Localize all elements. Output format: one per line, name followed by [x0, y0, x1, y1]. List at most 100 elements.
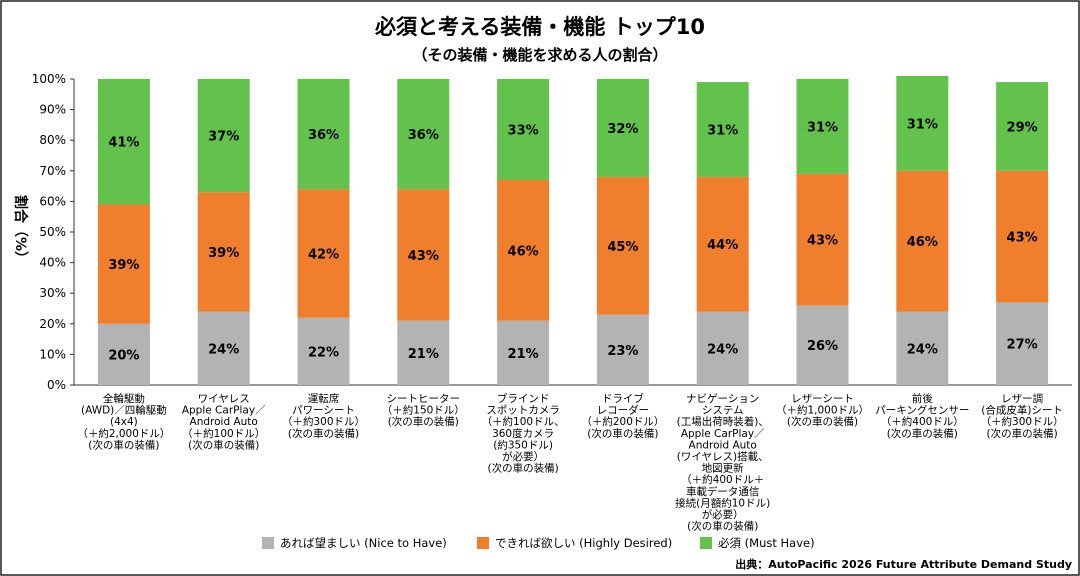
- x-tick-label: (次の車の装備): [487, 462, 558, 475]
- bar-segment-must-have: [996, 82, 1049, 171]
- x-tick-label: (AWD)／四輪駆動: [81, 404, 167, 417]
- x-tick-label: パーキングセンサー: [875, 404, 969, 417]
- data-label: 46%: [907, 235, 938, 250]
- bar-segment-must-have: [197, 79, 250, 193]
- bar-segment-highly-desired: [896, 170, 949, 312]
- legend-swatch: [262, 537, 274, 549]
- data-label: 24%: [208, 342, 239, 357]
- data-label: 24%: [707, 342, 738, 357]
- x-tick-label: (次の車の装備): [88, 438, 159, 451]
- y-tick-label: 10%: [39, 347, 66, 361]
- x-tick-label: Apple CarPlay／: [182, 405, 266, 417]
- x-tick-label: ドライブ: [602, 392, 644, 405]
- x-tick-label: (工場出荷時装着)、: [677, 415, 769, 428]
- x-tick-label: システム: [702, 405, 744, 417]
- bar-segment-nice-to-have: [796, 305, 849, 385]
- x-tick-label: 地図更新: [702, 462, 744, 475]
- x-tick-label: (次の車の装備): [687, 520, 758, 533]
- bar-segment-must-have: [696, 82, 749, 177]
- legend-label: 必須 (Must Have): [718, 536, 815, 550]
- x-tick-label: (ワイヤレス)搭載、: [677, 450, 769, 463]
- y-tick-label: 70%: [39, 164, 66, 178]
- bar-segment-must-have: [896, 75, 949, 171]
- data-label: 37%: [208, 130, 239, 145]
- data-label: 26%: [807, 339, 838, 354]
- bar-segment-highly-desired: [996, 170, 1049, 303]
- bar-segment-highly-desired: [397, 189, 450, 321]
- data-label: 33%: [508, 123, 539, 138]
- x-tick-label: 車載データ通信: [686, 485, 760, 498]
- bar-segment-must-have: [97, 79, 150, 205]
- bar-segment-highly-desired: [297, 189, 350, 318]
- bar-segment-nice-to-have: [397, 320, 450, 385]
- x-tick-label: (次の車の装備): [887, 427, 958, 440]
- x-tick-label: ワイヤレス: [198, 393, 250, 405]
- data-label: 23%: [607, 344, 638, 359]
- y-tick-label: 100%: [32, 72, 66, 86]
- x-tick-label: (次の車の装備): [388, 415, 459, 428]
- bar-segment-must-have: [397, 79, 450, 190]
- data-label: 29%: [1007, 120, 1038, 135]
- data-label: 22%: [308, 345, 339, 360]
- y-axis-label: 割合（%）: [12, 195, 29, 265]
- data-label: 39%: [108, 258, 139, 273]
- x-tick-label: レコーダー: [597, 404, 650, 417]
- x-tick-label: （＋約150ドル）: [382, 404, 465, 417]
- bar-segment-nice-to-have: [996, 302, 1049, 385]
- bar-segment-highly-desired: [497, 179, 550, 321]
- data-label: 43%: [1007, 231, 1038, 246]
- data-label: 36%: [408, 128, 439, 143]
- bar-segment-must-have: [796, 79, 849, 174]
- x-tick-label: 前後: [912, 392, 933, 405]
- x-tick-label: ナビゲーション: [686, 393, 759, 405]
- x-tick-label: Android Auto: [689, 439, 757, 451]
- bar-segment-must-have: [497, 79, 550, 180]
- bar-segment-nice-to-have: [896, 311, 949, 385]
- x-tick-label: (約350ドル): [493, 438, 553, 451]
- data-label: 39%: [208, 246, 239, 261]
- bar-segment-highly-desired: [197, 192, 250, 312]
- data-label: 45%: [607, 240, 638, 255]
- x-tick-label: 360度カメラ: [492, 427, 554, 440]
- data-label: 20%: [108, 348, 139, 363]
- y-tick-label: 20%: [39, 317, 66, 331]
- x-tick-label: Android Auto: [190, 416, 258, 428]
- data-label: 27%: [1007, 338, 1038, 353]
- bar-segment-highly-desired: [696, 176, 749, 312]
- x-tick-label: （＋約1,000ドル）: [776, 404, 869, 417]
- x-tick-label: （＋約100ドル）: [182, 427, 265, 440]
- y-tick-label: 40%: [39, 256, 66, 270]
- x-tick-label: が必要）: [502, 450, 544, 463]
- x-tick-label: Apple CarPlay／: [681, 428, 765, 440]
- legend-label: できれば欲しい (Highly Desired): [495, 536, 672, 550]
- x-tick-label: ブラインド: [497, 392, 550, 405]
- x-tick-label: （＋約2,000ドル）: [77, 427, 170, 440]
- bar-segment-nice-to-have: [197, 311, 250, 385]
- bar-segment-highly-desired: [596, 176, 649, 315]
- bar-segment-nice-to-have: [97, 323, 150, 385]
- bar-segment-nice-to-have: [497, 320, 550, 385]
- data-label: 41%: [108, 136, 139, 151]
- x-tick-label: 運転席: [308, 392, 340, 405]
- y-tick-label: 50%: [39, 225, 66, 239]
- data-label: 24%: [907, 342, 938, 357]
- y-tick-label: 0%: [47, 378, 66, 392]
- bar-segment-must-have: [596, 79, 649, 177]
- x-tick-label: パワーシート: [292, 405, 355, 417]
- x-tick-label: (合成皮革)シート: [981, 404, 1063, 417]
- y-tick-label: 60%: [39, 194, 66, 208]
- y-tick-label: 90%: [39, 103, 66, 117]
- y-tick-label: 80%: [39, 133, 66, 147]
- chart-title: 必須と考える装備・機能 トップ10: [375, 15, 705, 39]
- bar-segment-nice-to-have: [696, 311, 749, 385]
- x-tick-label: レザー調: [1001, 392, 1043, 405]
- data-label: 21%: [508, 347, 539, 362]
- x-tick-label: 接続(月額約10ドル): [675, 496, 770, 509]
- x-tick-label: （＋約100ドル、: [482, 415, 565, 428]
- data-label: 32%: [607, 122, 638, 137]
- legend-swatch: [477, 537, 489, 549]
- x-tick-label: が必要）: [702, 508, 744, 521]
- data-label: 43%: [408, 249, 439, 264]
